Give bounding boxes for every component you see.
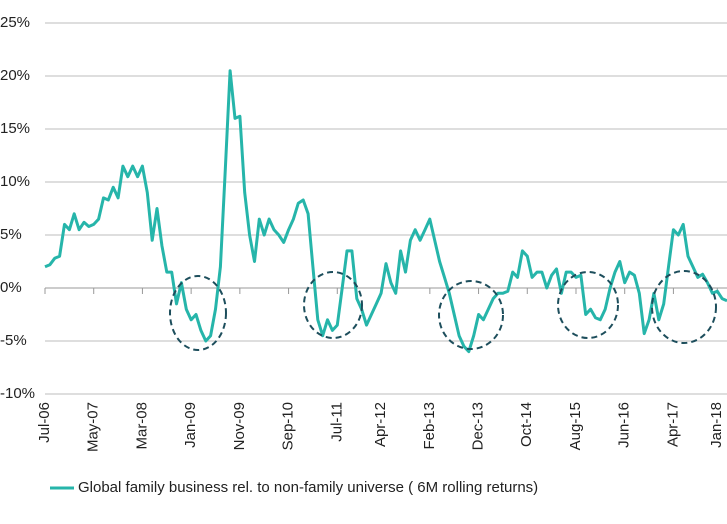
highlight-circle bbox=[438, 280, 504, 350]
series-line bbox=[44, 69, 727, 354]
x-tick-label: Oct-14 bbox=[518, 402, 535, 447]
x-tick-label: Nov-09 bbox=[231, 402, 248, 450]
x-tick-label: Mar-08 bbox=[133, 402, 150, 450]
x-tick-label: Jun-16 bbox=[616, 402, 633, 448]
highlight-circle bbox=[303, 271, 363, 339]
y-tick-label: 0% bbox=[0, 279, 22, 296]
x-tick-label: Jan-18 bbox=[708, 402, 725, 448]
y-tick-label: 20% bbox=[0, 67, 30, 84]
y-tick-label: 10% bbox=[0, 173, 30, 190]
x-tick-label: Sep-10 bbox=[280, 402, 297, 450]
x-tick-label: Jul-11 bbox=[328, 402, 345, 442]
x-tick-label: Dec-13 bbox=[470, 402, 487, 450]
x-tick-label: Apr-12 bbox=[372, 402, 389, 447]
highlight-circles bbox=[169, 270, 717, 351]
plot: -10% -5% 0% 5% 10% 15% 20% 25% Jul-06 May-07 Mar-0… bbox=[0, 14, 727, 496]
x-tick-label: Jan-09 bbox=[182, 402, 199, 448]
x-tick-label: Feb-13 bbox=[421, 402, 438, 450]
y-tick-label: 5% bbox=[0, 226, 22, 243]
y-tick-label: 15% bbox=[0, 120, 30, 137]
legend-label: Global family business rel. to non-famil… bbox=[78, 479, 538, 496]
x-tick-label: Jul-06 bbox=[36, 402, 53, 443]
x-tick-label: Aug-15 bbox=[567, 402, 584, 450]
x-tick-label: May-07 bbox=[85, 402, 102, 452]
highlight-circle bbox=[169, 275, 227, 351]
highlight-circle bbox=[557, 271, 619, 339]
y-tick-label: -5% bbox=[0, 332, 27, 349]
highlight-circle bbox=[651, 270, 717, 344]
y-tick-label: 25% bbox=[0, 14, 30, 31]
x-tick-label: Apr-17 bbox=[664, 402, 681, 447]
y-tick-label: -10% bbox=[0, 385, 35, 402]
